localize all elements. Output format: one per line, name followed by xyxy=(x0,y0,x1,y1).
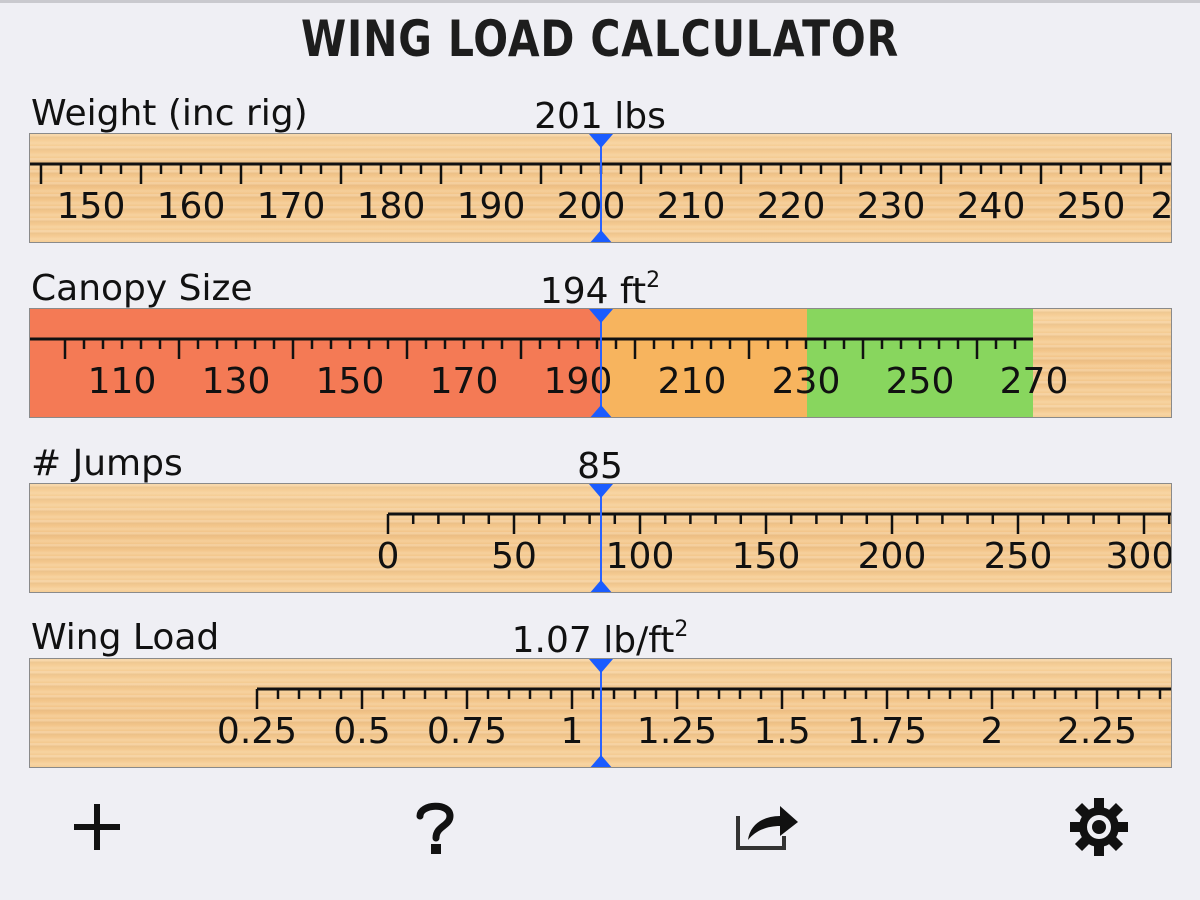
add-button[interactable] xyxy=(70,800,126,860)
tick-label: 240 xyxy=(957,186,1026,227)
plus-icon xyxy=(74,804,120,850)
tick-label: 1.75 xyxy=(847,711,927,752)
tick-label: 180 xyxy=(357,186,426,227)
tick-label: 170 xyxy=(430,361,499,402)
tick-label: 230 xyxy=(857,186,926,227)
tick-label: 200 xyxy=(858,536,927,577)
share-button[interactable] xyxy=(730,800,804,858)
tick-label: 270 xyxy=(1000,361,1069,402)
tick-label: 250 xyxy=(886,361,955,402)
tick-label: 0.25 xyxy=(217,711,297,752)
tick-label: 2.25 xyxy=(1057,711,1137,752)
top-border xyxy=(0,0,1200,3)
tick-label: 250 xyxy=(984,536,1053,577)
canopy-size-label: Canopy Size xyxy=(31,268,253,309)
question-mark-icon xyxy=(416,802,454,854)
wing-load-ruler: 0.25 0.5 0.75 1 1.25 1.5 1.75 2 2.25 xyxy=(29,658,1172,768)
tick-label: 0.5 xyxy=(333,711,390,752)
tick-label: 2 xyxy=(1151,186,1172,227)
tick-label: 190 xyxy=(544,361,613,402)
tick-label: 250 xyxy=(1057,186,1126,227)
tick-label: 0 xyxy=(377,536,400,577)
indicator-bottom-marker xyxy=(590,230,612,242)
tick-label: 1.5 xyxy=(753,711,810,752)
wing-load-label: Wing Load xyxy=(31,617,220,658)
jumps-value: 85 xyxy=(577,446,623,487)
jumps-ruler[interactable]: 0 50 100 150 200 250 300 xyxy=(29,483,1172,593)
canopy-size-ruler[interactable]: 110 130 150 170 190 210 230 250 270 xyxy=(29,308,1172,418)
tick-label: 170 xyxy=(257,186,326,227)
tick-label: 50 xyxy=(491,536,537,577)
tick-label: 210 xyxy=(658,361,727,402)
indicator-bottom-marker xyxy=(590,405,612,417)
help-button[interactable] xyxy=(410,796,460,864)
tick-label: 150 xyxy=(57,186,126,227)
jumps-label: # Jumps xyxy=(31,443,183,484)
weight-value: 201 lbs xyxy=(534,96,666,137)
tick-label: 190 xyxy=(457,186,526,227)
wing-load-value: 1.07 lb/ft2 xyxy=(511,617,689,661)
indicator-top-marker xyxy=(589,309,613,323)
share-arrow-icon xyxy=(736,806,798,850)
tick-label: 160 xyxy=(157,186,226,227)
weight-scale: 150 160 170 180 190 200 210 220 230 240 … xyxy=(30,134,1172,242)
indicator-top-marker xyxy=(589,659,613,673)
indicator-bottom-marker xyxy=(590,755,612,767)
settings-button[interactable] xyxy=(1068,796,1130,862)
tick-label: 150 xyxy=(732,536,801,577)
tick-label: 2 xyxy=(981,711,1004,752)
zone-danger xyxy=(30,309,601,417)
tick-label: 300 xyxy=(1106,536,1172,577)
tick-label: 1.25 xyxy=(637,711,717,752)
indicator-bottom-marker xyxy=(590,580,612,592)
zone-ok xyxy=(807,309,1033,417)
indicator-top-marker xyxy=(589,484,613,498)
zone-caution xyxy=(601,309,807,417)
tick-label: 150 xyxy=(316,361,385,402)
canopy-size-value: 194 ft2 xyxy=(539,268,661,312)
weight-ruler[interactable]: 150 160 170 180 190 200 210 220 230 240 … xyxy=(29,133,1172,243)
tick-label: 230 xyxy=(772,361,841,402)
tick-label: 130 xyxy=(202,361,271,402)
tick-label: 210 xyxy=(657,186,726,227)
gear-icon xyxy=(1070,798,1128,856)
tick-label: 0.75 xyxy=(427,711,507,752)
indicator-top-marker xyxy=(589,134,613,148)
tick-label: 200 xyxy=(557,186,626,227)
tick-label: 1 xyxy=(561,711,584,752)
app-title: WING LOAD CALCULATOR xyxy=(301,10,899,68)
tick-label: 220 xyxy=(757,186,826,227)
weight-label: Weight (inc rig) xyxy=(31,93,308,134)
canopy-scale: 110 130 150 170 190 210 230 250 270 xyxy=(30,309,1069,417)
tick-label: 100 xyxy=(606,536,675,577)
wing-load-scale: 0.25 0.5 0.75 1 1.25 1.5 1.75 2 2.25 xyxy=(217,659,1171,767)
jumps-scale: 0 50 100 150 200 250 300 xyxy=(377,484,1172,592)
tick-label: 110 xyxy=(88,361,157,402)
